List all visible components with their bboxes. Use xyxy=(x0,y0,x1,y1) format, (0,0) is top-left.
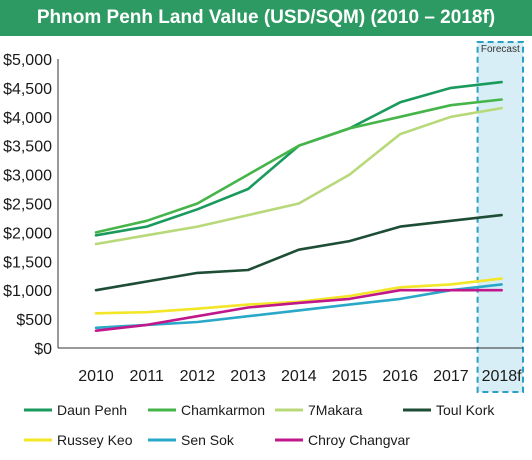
x-tick-label: 2011 xyxy=(129,368,164,385)
x-tick-label: 2017 xyxy=(433,368,469,385)
legend-label-daun-penh: Daun Penh xyxy=(57,402,127,418)
y-tick-label: $4,500 xyxy=(3,81,52,98)
legend-label-sen-sok: Sen Sok xyxy=(181,432,235,448)
y-tick-label: $0 xyxy=(34,341,52,358)
line-chart: Forecast $0 $500 $1,000 $1,500 $2,000 $2,500 $… xyxy=(3,41,525,448)
legend-label-7makara: 7Makara xyxy=(308,402,363,418)
x-tick-label: 2013 xyxy=(230,368,266,385)
y-tick-label: $2,500 xyxy=(3,197,52,214)
x-tick-label: 2012 xyxy=(180,368,216,385)
y-tick-label: $1,500 xyxy=(3,254,52,271)
series-line-chroy-changvar xyxy=(94,288,503,333)
x-tick-label: 2016 xyxy=(382,368,418,385)
series-line-daun-penh xyxy=(94,80,503,237)
y-tick-label: $5,000 xyxy=(3,52,52,69)
y-tick-label: $3,500 xyxy=(3,139,52,156)
y-tick-label: $3,000 xyxy=(3,168,52,185)
legend-label-toul-kork: Toul Kork xyxy=(436,402,495,418)
legend-label-russey-keo: Russey Keo xyxy=(57,432,133,448)
chart-title: Phnom Penh Land Value (USD/SQM) (2010 – … xyxy=(36,7,496,28)
y-tick-label: $1,000 xyxy=(3,283,52,300)
series-line-toul-kork xyxy=(94,213,503,292)
legend-label-chroy-changvar: Chroy Changvar xyxy=(308,432,410,448)
series-line-chamkarmon xyxy=(94,98,503,234)
series-line-7makara xyxy=(94,106,503,246)
y-tick-label: $2,000 xyxy=(3,225,52,242)
x-tick-label: 2015 xyxy=(332,368,368,385)
y-tick-label: $500 xyxy=(16,312,52,329)
forecast-label: Forecast xyxy=(481,44,520,55)
x-tick-label: 2010 xyxy=(78,368,114,385)
series-line-sen-sok xyxy=(94,283,503,330)
x-tick-label: 2014 xyxy=(281,368,317,385)
y-tick-label: $4,000 xyxy=(3,110,52,127)
legend-label-chamkarmon: Chamkarmon xyxy=(181,402,265,418)
x-tick-label: 2018f xyxy=(482,368,523,385)
title-bar xyxy=(0,0,532,36)
series-line-russey-keo xyxy=(94,277,503,315)
